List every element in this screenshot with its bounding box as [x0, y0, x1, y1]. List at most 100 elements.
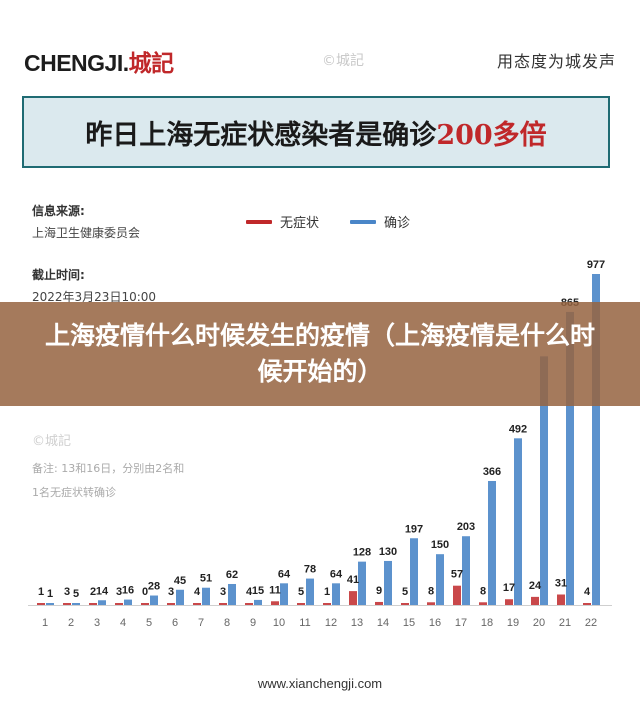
- bar-asymptomatic-12: [332, 583, 340, 605]
- legend-confirmed: 确诊: [350, 212, 410, 231]
- bar-confirmed-19: [505, 599, 513, 605]
- bar-confirmed-10: [271, 601, 279, 605]
- footer-url: www.xianchengji.com: [257, 676, 383, 691]
- bar-asymptomatic-6: [176, 589, 184, 605]
- bar-asymptomatic-20: [540, 356, 548, 605]
- x-tick-17: 17: [455, 617, 467, 629]
- legend-asymptomatic: 无症状: [246, 212, 319, 231]
- data-label-3-1: 14: [96, 585, 109, 597]
- data-label-16-0: 8: [428, 585, 434, 597]
- x-tick-9: 9: [250, 617, 256, 629]
- data-label-21-0: 31: [555, 577, 567, 589]
- bar-confirmed-12: [323, 603, 331, 605]
- x-tick-2: 2: [68, 617, 74, 629]
- data-label-10-1: 64: [278, 568, 291, 580]
- bar-confirmed-1: [37, 603, 45, 605]
- data-label-19-1: 492: [509, 423, 527, 435]
- data-label-5-0: 0: [142, 586, 148, 598]
- bar-asymptomatic-14: [384, 560, 392, 605]
- data-label-8-0: 3: [220, 586, 226, 598]
- x-tick-15: 15: [403, 617, 415, 629]
- data-label-18-0: 8: [480, 585, 486, 597]
- title-box: 昨日上海无症状感染者是确诊200多倍: [22, 96, 610, 168]
- time-value: 2022年3月23日10:00: [32, 290, 157, 304]
- data-label-2-0: 3: [64, 586, 70, 598]
- bar-asymptomatic-17: [462, 536, 470, 605]
- data-label-16-1: 150: [431, 539, 449, 551]
- bar-confirmed-16: [427, 602, 435, 605]
- legend-label-asymptomatic: 无症状: [280, 216, 320, 231]
- x-tick-14: 14: [377, 617, 389, 629]
- logo: CHENGJI.城記: [24, 44, 174, 78]
- data-label-3-0: 2: [90, 586, 96, 598]
- bar-confirmed-14: [375, 601, 383, 605]
- bar-asymptomatic-5: [150, 595, 158, 605]
- data-label-14-0: 9: [376, 585, 382, 597]
- logo-cn: 城記: [128, 50, 175, 76]
- data-label-15-0: 5: [402, 586, 408, 598]
- bar-asymptomatic-21: [566, 311, 574, 605]
- bar-confirmed-15: [401, 603, 409, 605]
- bar-asymptomatic-18: [488, 481, 496, 605]
- bar-asymptomatic-7: [202, 587, 210, 605]
- x-tick-22: 22: [585, 617, 597, 629]
- bar-confirmed-9: [245, 603, 253, 605]
- x-tick-7: 7: [198, 617, 204, 629]
- bar-asymptomatic-4: [124, 599, 132, 605]
- data-label-12-0: 1: [324, 586, 330, 598]
- title-highlight: 200多倍: [436, 119, 547, 151]
- data-label-10-0: 11: [269, 584, 281, 596]
- bar-confirmed-18: [479, 602, 487, 605]
- data-label-11-1: 78: [304, 564, 316, 576]
- data-label-17-0: 57: [451, 569, 463, 581]
- x-tick-6: 6: [172, 617, 178, 629]
- data-label-22-0: 4: [584, 586, 591, 598]
- bar-asymptomatic-19: [514, 438, 522, 605]
- data-label-9-0: 4: [246, 586, 253, 598]
- x-tick-12: 12: [325, 617, 337, 629]
- slogan: 用态度为城发声: [496, 52, 616, 71]
- data-label-1-1: 1: [47, 588, 53, 600]
- data-label-18-1: 366: [483, 466, 501, 478]
- overlay-banner: 上海疫情什么时候发生的疫情（上海疫情是什么时候开始的）: [0, 302, 640, 406]
- data-label-2-1: 5: [73, 588, 79, 600]
- data-label-6-0: 3: [168, 586, 174, 598]
- x-tick-8: 8: [224, 617, 230, 629]
- data-label-15-1: 197: [405, 523, 423, 535]
- bar-confirmed-7: [193, 603, 201, 605]
- source-value: 上海卫生健康委员会: [32, 226, 141, 240]
- x-tick-11: 11: [299, 617, 310, 629]
- bar-confirmed-5: [141, 603, 149, 605]
- watermark-top: ©城記: [322, 53, 364, 69]
- x-tick-21: 21: [559, 617, 571, 629]
- bar-confirmed-20: [531, 596, 539, 605]
- bar-asymptomatic-16: [436, 554, 444, 605]
- data-label-6-1: 45: [174, 575, 186, 587]
- x-tick-3: 3: [94, 617, 100, 629]
- bar-confirmed-6: [167, 603, 175, 605]
- legend-swatch-blue: [350, 219, 376, 224]
- watermark-mid: ©城記: [32, 434, 72, 449]
- bar-confirmed-17: [453, 585, 461, 605]
- x-tick-13: 13: [351, 617, 363, 629]
- x-tick-1: 1: [42, 617, 48, 629]
- x-tick-18: 18: [481, 617, 493, 629]
- title-main: 昨日上海无症状感染者是确诊: [85, 119, 437, 151]
- data-label-12-1: 64: [330, 568, 343, 580]
- bar-asymptomatic-9: [254, 599, 262, 605]
- data-label-20-0: 24: [529, 580, 542, 592]
- logo-en: CHENGJI.: [24, 50, 129, 76]
- banner-text: 上海疫情什么时候发生的疫情（上海疫情是什么时候开始的）: [44, 321, 595, 386]
- bar-asymptomatic-1: [46, 603, 54, 605]
- bar-asymptomatic-2: [72, 603, 80, 605]
- data-label-13-1: 128: [353, 547, 371, 559]
- x-tick-5: 5: [146, 617, 152, 629]
- note-line2: 1名无症状转确诊: [32, 486, 116, 499]
- data-label-1-0: 1: [38, 586, 44, 598]
- bar-asymptomatic-15: [410, 538, 418, 605]
- x-tick-10: 10: [273, 617, 285, 629]
- data-label-19-0: 17: [503, 582, 515, 594]
- bar-asymptomatic-8: [228, 583, 236, 605]
- bar-confirmed-21: [557, 594, 565, 605]
